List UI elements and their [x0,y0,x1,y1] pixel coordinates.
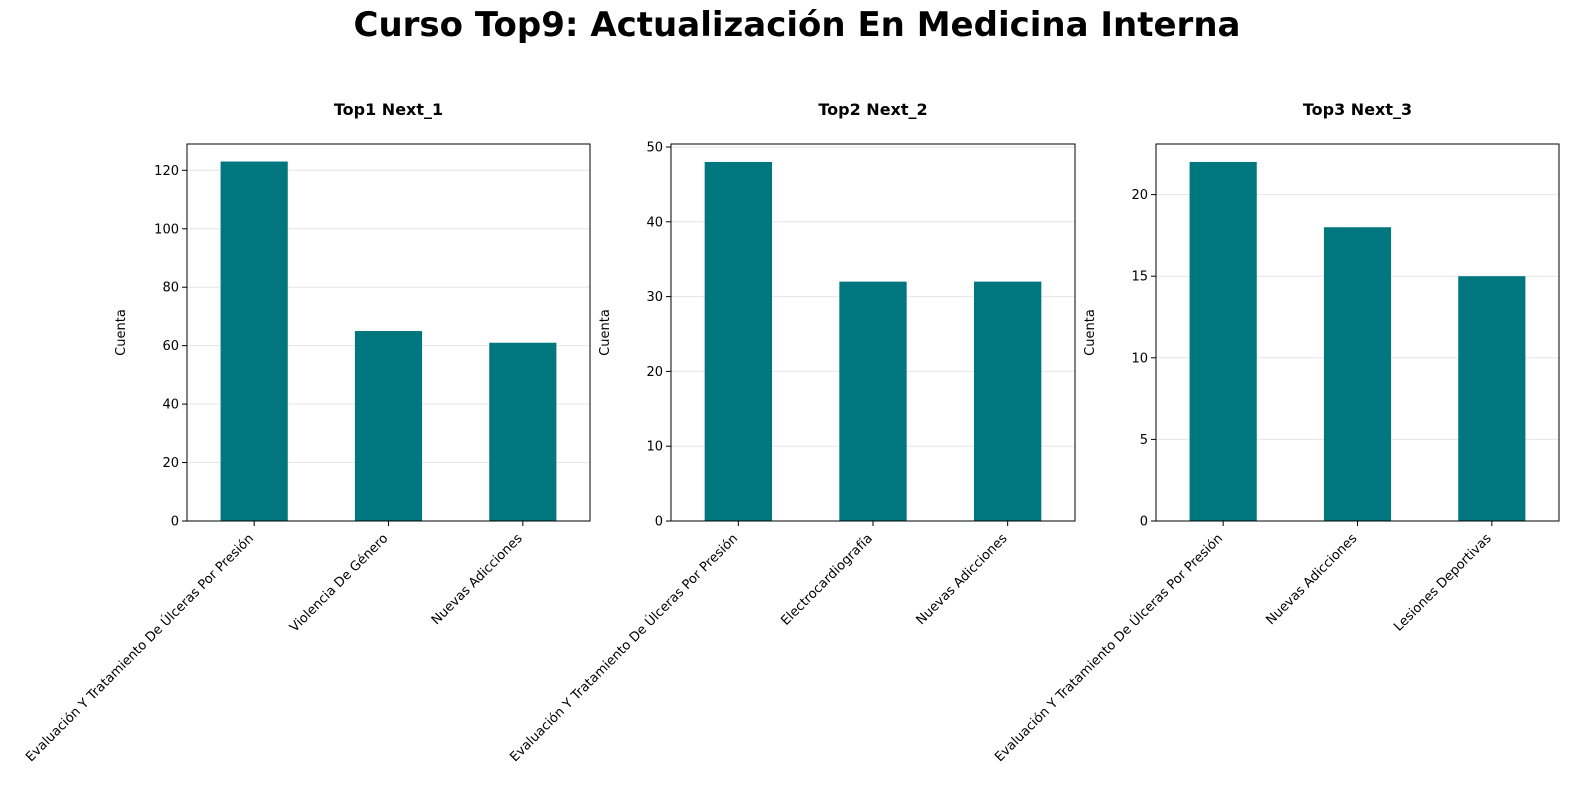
x-tick-label: Violencia De Género [287,531,391,635]
bar [220,161,288,521]
y-tick-label: 30 [646,290,663,305]
y-axis-label: Cuenta [598,309,613,356]
y-tick-label: 0 [655,515,663,530]
y-tick-label: 10 [646,440,663,455]
x-tick-label: Evaluación Y Tratamiento De Úlceras Por … [22,531,257,766]
y-tick-label: 0 [171,515,179,530]
bar [704,161,772,521]
chart-panel-1: 0 20 40 60 80 100 120 Evaluación Y Tratamiento … [22,100,591,766]
y-tick-label: 15 [1131,270,1148,285]
x-tick-label: Lesiones Deportivas [1391,531,1495,635]
chart-panel-2: 0 10 20 30 40 50 Evaluación Y Tratamiento De Ú… [507,100,1076,766]
bar [974,281,1042,521]
chart-title: Top1 Next_1 [334,100,443,119]
x-tick-label: Electrocardiografía [778,531,875,628]
chart-title: Top2 Next_2 [818,100,927,119]
chart-panel-3: 0 5 10 15 20 Evaluación Y Tratamiento De Úlce… [991,100,1560,766]
bar [1458,276,1526,521]
bar [839,281,907,521]
x-tick-label: Nuevas Adicciones [429,531,526,628]
y-axis-label: Cuenta [114,309,129,356]
y-tick-label: 100 [154,222,179,237]
y-tick-label: 20 [646,365,663,380]
bar [1323,227,1392,521]
bar [489,342,557,521]
x-tick-label: Nuevas Adicciones [914,531,1011,628]
y-tick-label: 0 [1140,515,1148,530]
y-tick-label: 20 [1131,188,1148,203]
y-tick-label: 20 [162,456,179,471]
y-tick-label: 60 [162,339,179,354]
bar [354,331,423,521]
y-tick-label: 80 [162,281,179,296]
bar [1189,161,1257,521]
y-tick-label: 40 [646,215,663,230]
y-tick-label: 5 [1140,433,1148,448]
figure-title: Curso Top9: Actualización En Medicina In… [353,5,1241,45]
y-tick-label: 40 [162,398,179,413]
x-tick-label: Nuevas Adicciones [1263,531,1360,628]
y-axis-label: Cuenta [1083,309,1098,356]
x-tick-label: Evaluación Y Tratamiento De Úlceras Por … [991,531,1226,766]
x-tick-label: Evaluación Y Tratamiento De Úlceras Por … [507,531,742,766]
y-tick-label: 50 [646,140,663,155]
y-tick-label: 120 [154,164,179,179]
y-tick-label: 10 [1131,351,1148,366]
chart-title: Top3 Next_3 [1303,100,1412,119]
